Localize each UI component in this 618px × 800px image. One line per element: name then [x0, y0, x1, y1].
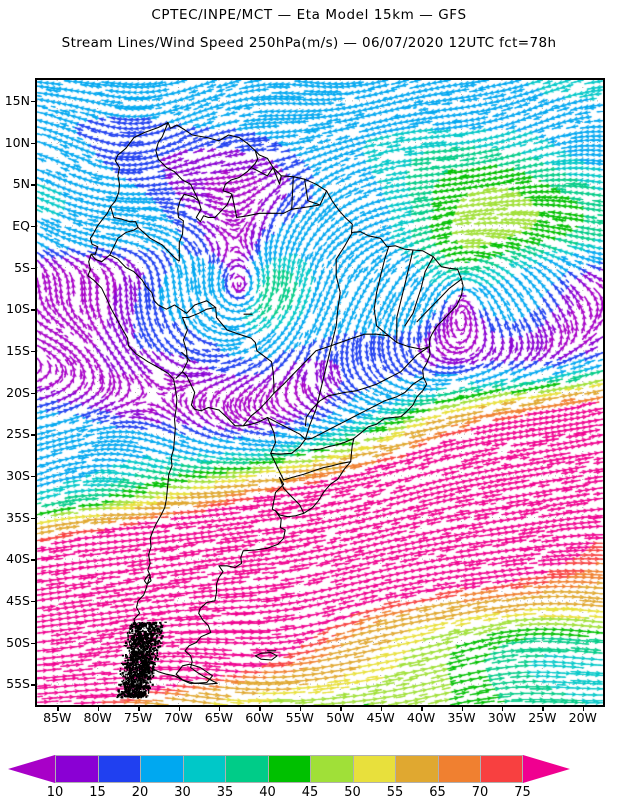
- map-plot-area: [35, 78, 605, 707]
- y-tick-mark: [31, 142, 36, 144]
- colorbar-segment: [182, 755, 225, 783]
- x-tick-mark: [299, 706, 302, 711]
- colorbar-segment: [267, 755, 310, 783]
- x-tick-label: 40W: [406, 710, 436, 725]
- y-tick-mark: [31, 225, 36, 228]
- y-tick-label: 40S: [6, 551, 30, 567]
- colorbar-segment: [225, 755, 268, 783]
- y-tick-label: 15N: [4, 92, 30, 108]
- colorbar-segment: [352, 755, 395, 783]
- y-tick-mark: [31, 434, 36, 436]
- y-tick-label: 5S: [14, 259, 30, 275]
- x-tick-label: 65W: [204, 710, 234, 725]
- y-tick-mark: [31, 309, 36, 311]
- y-tick-label: 50S: [6, 634, 30, 650]
- y-tick-mark: [31, 392, 36, 394]
- y-tick-label: 10N: [4, 134, 30, 150]
- x-tick-label: 70W: [164, 710, 193, 725]
- y-tick-label: 55S: [6, 676, 30, 692]
- colorbar-tick-label: 45: [301, 785, 319, 800]
- colorbar-segment: [140, 755, 183, 783]
- x-tick-label: 25W: [528, 710, 557, 725]
- colorbar-tick-label: 50: [344, 785, 361, 800]
- y-tick-mark: [31, 517, 36, 519]
- colorbar-segments: [55, 755, 523, 783]
- colorbar-segment: [310, 755, 353, 783]
- y-tick-label: 10S: [6, 301, 30, 317]
- x-tick-mark: [138, 706, 140, 711]
- colorbar-segment: [55, 755, 98, 783]
- y-tick-label: 5N: [12, 176, 30, 192]
- colorbar-low-cap: [8, 755, 55, 783]
- colorbar-segment: [97, 755, 140, 783]
- x-tick-label: 20W: [568, 710, 597, 725]
- colorbar-tick-label: 65: [429, 785, 446, 800]
- y-tick-mark: [31, 267, 36, 269]
- colorbar-segment: [480, 755, 523, 783]
- x-tick-label: 85W: [43, 710, 72, 725]
- colorbar-tick-label: 75: [514, 785, 531, 800]
- x-tick-label: 30W: [487, 710, 517, 725]
- y-tick-mark: [31, 642, 36, 644]
- y-tick-mark: [31, 559, 36, 561]
- x-tick-label: 75W: [123, 710, 153, 725]
- x-tick-mark: [461, 706, 463, 711]
- colorbar-segment: [395, 755, 438, 783]
- colorbar-tick-label: 20: [131, 785, 149, 800]
- y-tick-mark: [31, 600, 36, 603]
- colorbar-tick-label: 15: [89, 785, 106, 800]
- x-tick-mark: [340, 706, 342, 711]
- x-tick-label: 55W: [285, 710, 314, 725]
- x-tick-label: 45W: [366, 710, 395, 725]
- coastline-layer: [87, 121, 464, 699]
- x-tick-mark: [501, 706, 504, 711]
- x-tick-mark: [421, 706, 423, 711]
- y-tick-mark: [31, 184, 36, 186]
- x-tick-mark: [582, 706, 585, 711]
- y-tick-label: 25S: [6, 426, 30, 442]
- colorbar-tick-label: 30: [174, 785, 191, 800]
- x-tick-mark: [380, 706, 383, 711]
- x-tick-mark: [57, 706, 59, 711]
- y-tick-label: 30S: [6, 467, 30, 483]
- y-tick-label: 35S: [6, 509, 30, 525]
- chart-subtitle: Stream Lines/Wind Speed 250hPa(m/s) — 06…: [61, 35, 557, 51]
- y-tick-label: 15S: [6, 342, 30, 358]
- y-tick-label: 45S: [6, 592, 30, 608]
- colorbar-tick-label: 70: [471, 785, 489, 800]
- colorbar-tick-label: 35: [216, 785, 234, 800]
- y-tick-label: EQ: [12, 217, 30, 233]
- y-tick-mark: [31, 684, 36, 686]
- x-tick-mark: [218, 706, 221, 711]
- colorbar-tick-label: 10: [46, 785, 64, 800]
- colorbar-high-cap: [522, 755, 570, 783]
- chart-title: CPTEC/INPE/MCT — Eta Model 15km — GFS: [151, 7, 467, 23]
- y-tick-mark: [31, 350, 36, 353]
- colorbar-tick-label: 40: [259, 785, 276, 800]
- x-tick-label: 80W: [83, 710, 112, 725]
- x-tick-label: 60W: [245, 710, 274, 725]
- x-tick-label: 50W: [326, 710, 355, 725]
- x-tick-mark: [178, 706, 180, 711]
- y-tick-mark: [31, 475, 36, 478]
- colorbar: 10 15 20 30 35 40 45 50 55 65 70 75: [0, 748, 618, 800]
- x-tick-mark: [542, 706, 544, 711]
- colorbar-tick-label: 55: [386, 785, 404, 800]
- colorbar-segment: [437, 755, 480, 783]
- x-tick-mark: [259, 706, 261, 711]
- x-tick-mark: [97, 706, 100, 711]
- x-tick-label: 35W: [447, 710, 476, 725]
- y-tick-label: 20S: [6, 384, 30, 400]
- y-tick-mark: [31, 100, 36, 103]
